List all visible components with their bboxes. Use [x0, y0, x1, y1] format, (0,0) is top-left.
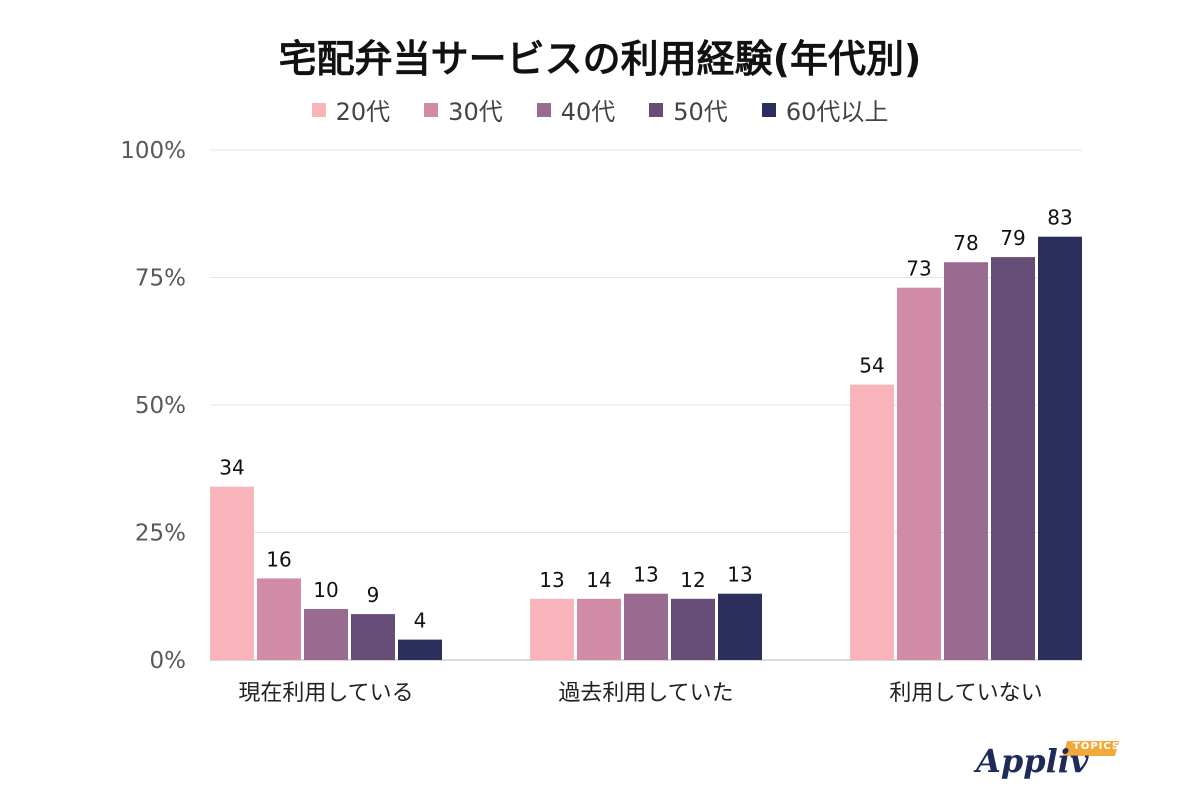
- data-label-1-1: 14: [586, 568, 611, 592]
- bar-0-1: [257, 578, 301, 660]
- legend-label-4: 60代以上: [785, 98, 889, 126]
- legend-item-2: 40代: [536, 92, 616, 127]
- legend-item-4: 60代以上: [761, 92, 889, 127]
- y-tick-1: 25%: [135, 521, 186, 547]
- y-tick-4: 100%: [120, 138, 186, 164]
- data-label-2-0: 54: [859, 354, 884, 378]
- bar-1-4: [718, 593, 762, 660]
- legend-swatch-3: [649, 102, 664, 117]
- legend-swatch-0: [311, 102, 326, 117]
- legend-swatch-4: [761, 102, 776, 117]
- y-tick-2: 50%: [135, 393, 186, 419]
- data-label-2-1: 73: [906, 257, 931, 281]
- logo-text: Appliv: [976, 742, 1089, 780]
- bar-0-4: [398, 639, 442, 660]
- legend-swatch-2: [536, 102, 551, 117]
- appliv-logo: TOPICS Appliv: [970, 738, 1130, 788]
- data-label-1-4: 13: [727, 563, 752, 587]
- data-label-0-2: 10: [313, 578, 338, 602]
- data-label-2-2: 78: [953, 231, 978, 255]
- logo-badge-text: TOPICS: [1073, 741, 1121, 752]
- data-label-0-1: 16: [266, 547, 291, 571]
- legend-label-1: 30代: [448, 98, 503, 126]
- y-axis-ticks: 0% 25% 50% 75% 100%: [120, 138, 186, 674]
- legend-label-0: 20代: [335, 98, 391, 126]
- bars: [210, 236, 1082, 660]
- bar-1-3: [671, 598, 715, 660]
- legend-item-3: 50代: [649, 92, 728, 127]
- legend-label-3: 50代: [673, 98, 728, 126]
- legend-label-2: 40代: [560, 98, 616, 126]
- bar-0-0: [210, 486, 254, 660]
- bar-2-4: [1038, 236, 1082, 660]
- x-category-1: 過去利用していた: [558, 681, 733, 706]
- bar-2-2: [944, 262, 988, 660]
- data-labels: 34 16 10 9 4 13 14 13 12 13 54 73 78 79 83: [219, 206, 1072, 633]
- data-label-2-3: 79: [1000, 226, 1025, 250]
- y-tick-3: 75%: [135, 266, 186, 292]
- data-label-1-3: 12: [680, 568, 705, 592]
- data-label-1-0: 13: [539, 568, 564, 592]
- data-label-2-4: 83: [1047, 206, 1072, 230]
- x-category-2: 利用していない: [889, 681, 1042, 706]
- data-label-0-4: 4: [414, 609, 427, 633]
- bar-1-2: [624, 593, 668, 660]
- data-label-0-3: 9: [367, 583, 380, 607]
- y-tick-0: 0%: [150, 648, 187, 674]
- legend-swatch-1: [424, 102, 439, 117]
- bar-1-0: [530, 598, 574, 660]
- data-label-0-0: 34: [219, 456, 244, 480]
- x-axis-categories: 現在利用している 過去利用していた 利用していない: [238, 681, 1042, 706]
- x-category-0: 現在利用している: [238, 681, 413, 706]
- data-label-1-2: 13: [633, 563, 658, 587]
- bar-2-3: [991, 257, 1035, 660]
- bar-1-1: [577, 598, 621, 660]
- bar-2-1: [897, 287, 941, 660]
- bar-2-0: [850, 384, 894, 660]
- legend-item-1: 30代: [424, 92, 503, 127]
- bar-0-2: [304, 609, 348, 660]
- legend: 20代 30代 40代 50代 60代以上: [0, 92, 1200, 127]
- chart-title: 宅配弁当サービスの利用経験(年代別): [278, 37, 922, 81]
- bar-0-3: [351, 614, 395, 660]
- legend-item-0: 20代: [311, 92, 391, 127]
